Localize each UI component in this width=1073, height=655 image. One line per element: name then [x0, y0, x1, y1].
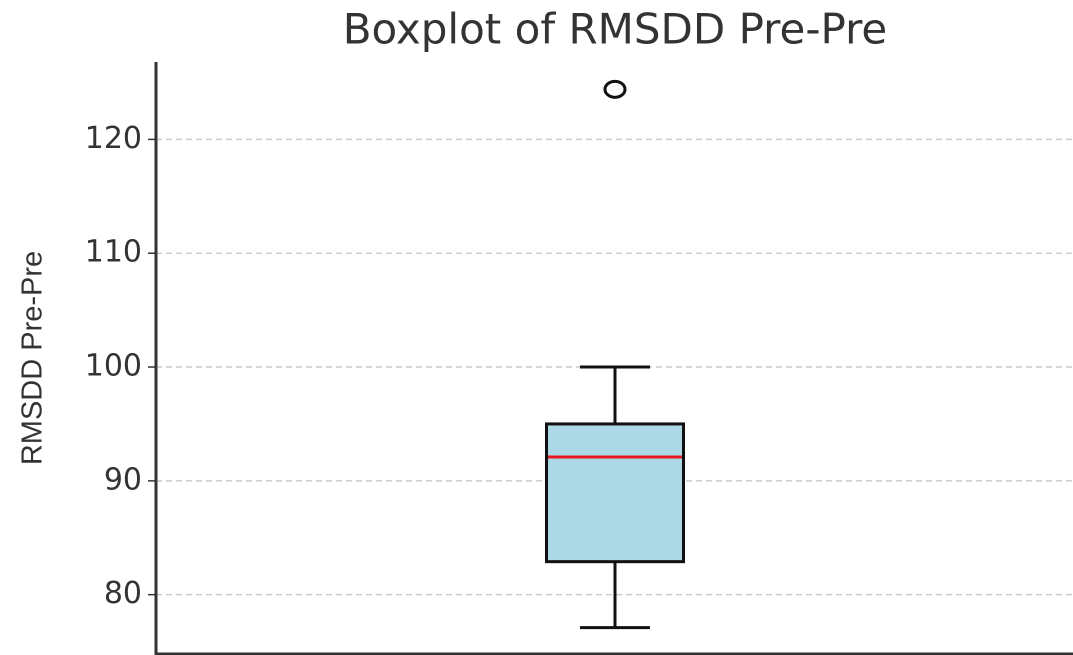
flier	[603, 79, 627, 99]
box	[545, 422, 685, 564]
y-axis-label: RMSDD Pre-Pre	[17, 251, 49, 465]
y-tick-label: 80	[104, 576, 142, 611]
y-tick-label: 110	[85, 235, 142, 270]
y-tick-label: 90	[104, 462, 142, 497]
y-tick-label: 100	[85, 349, 142, 384]
y-tick-label: 120	[85, 121, 142, 156]
chart-title: Boxplot of RMSDD Pre-Pre	[343, 5, 888, 54]
